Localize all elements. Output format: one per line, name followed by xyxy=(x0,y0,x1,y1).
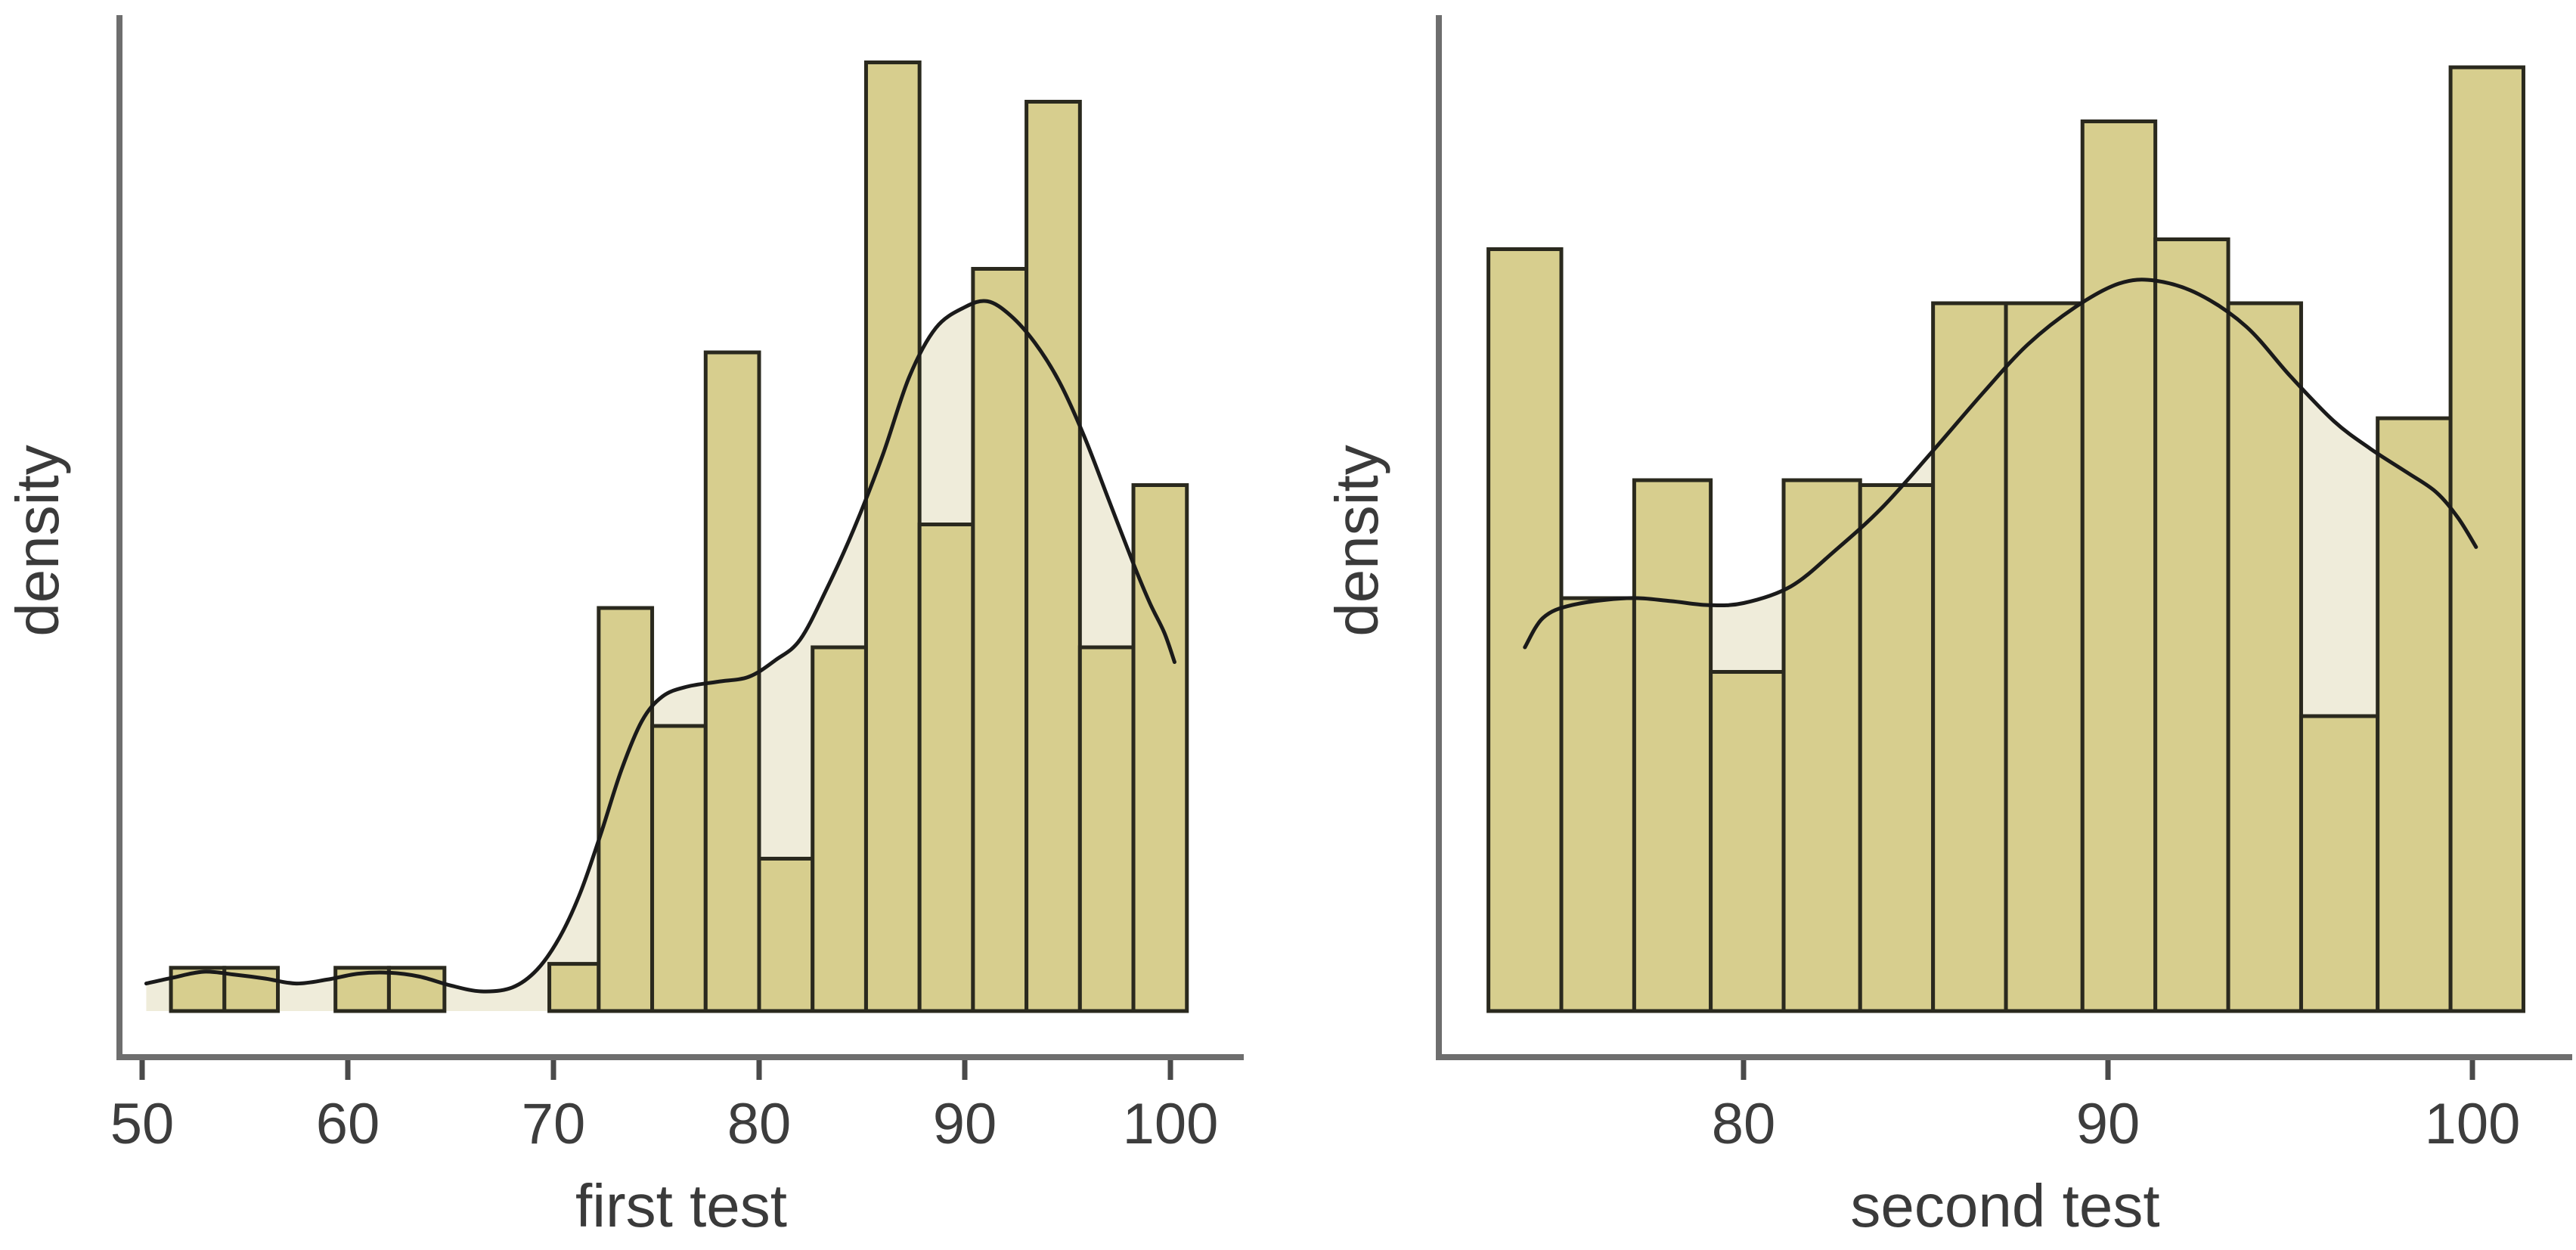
histogram-bar xyxy=(2376,416,2453,1013)
histogram-bar xyxy=(1858,483,1936,1013)
histogram-bar xyxy=(1486,247,1564,1013)
histogram-bar xyxy=(1632,478,1713,1013)
histogram-bar xyxy=(2080,119,2158,1013)
chart-second-test: 80 90 100 xyxy=(1436,15,2572,1156)
histogram-bar xyxy=(547,962,601,1013)
x-tick-label: 90 xyxy=(2076,1092,2140,1156)
histogram-bar xyxy=(2004,301,2085,1013)
histogram-bar xyxy=(811,645,868,1013)
x-tick-label: 100 xyxy=(2425,1092,2521,1156)
y-axis-title-first-test: density xyxy=(4,445,71,637)
histogram-bar xyxy=(1559,596,1636,1013)
density-curve xyxy=(1523,278,2478,650)
histogram-bar xyxy=(1025,100,1082,1013)
histogram-bar xyxy=(1077,645,1136,1013)
x-axis-title-second-test: second test xyxy=(1850,1172,2160,1239)
chart-first-test: 50 60 70 80 90 100 xyxy=(110,15,1244,1156)
x-tick-label: 70 xyxy=(522,1092,586,1156)
x-tick-label: 100 xyxy=(1123,1092,1219,1156)
x-tick-label: 80 xyxy=(727,1092,792,1156)
histogram-bar xyxy=(2299,714,2380,1013)
histogram-bar xyxy=(971,267,1029,1013)
histogram-bar xyxy=(917,523,975,1013)
x-tick-label: 60 xyxy=(316,1092,380,1156)
histogram-bar xyxy=(650,724,708,1013)
x-tick-label: 80 xyxy=(1712,1092,1776,1156)
y-axis-title-second-test: density xyxy=(1323,445,1390,637)
histogram-bar xyxy=(2226,301,2303,1013)
histogram-bar xyxy=(2448,65,2525,1013)
histogram-bar xyxy=(2153,237,2230,1013)
x-axis-title-first-test: first test xyxy=(575,1172,788,1239)
histogram-bar xyxy=(1709,670,1786,1013)
histogram-bar xyxy=(757,857,815,1013)
histogram-bar xyxy=(863,60,922,1013)
x-tick-label: 90 xyxy=(933,1092,997,1156)
density-curve xyxy=(144,299,1176,994)
histogram-bar xyxy=(1131,483,1189,1013)
x-tick-label: 50 xyxy=(110,1092,175,1156)
histogram-bar xyxy=(1781,478,1862,1013)
